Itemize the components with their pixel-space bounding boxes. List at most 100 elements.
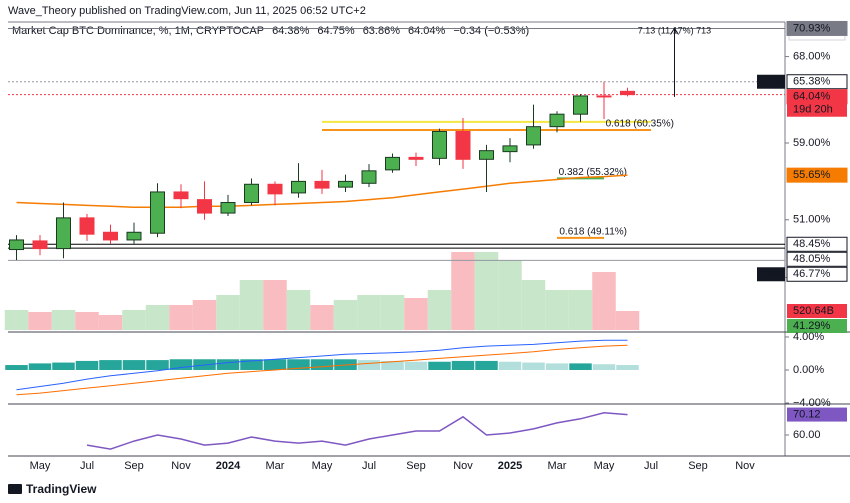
candle-body [103, 231, 118, 241]
x-tick-label: Mar [266, 460, 285, 472]
price-marker [786, 236, 848, 252]
volume-extra-label: 41.29% [793, 320, 831, 332]
volume-area [474, 252, 499, 330]
rsi-tick-label: 60.00 [793, 429, 821, 441]
x-tick-label: Nov [453, 460, 473, 472]
macd-histogram [146, 360, 169, 370]
candle-body [455, 130, 471, 160]
price-marker-label: 48.05% [793, 253, 831, 265]
volume-area [145, 305, 170, 330]
measure-label: 7.13 (11.17%) 713 [638, 25, 711, 35]
y-tick-label: 68.00% [793, 50, 831, 62]
volume-area [169, 305, 193, 330]
candle-body [549, 113, 565, 128]
candle-body [9, 239, 24, 251]
macd-histogram [263, 359, 287, 370]
rsi-last-label: 70.12 [793, 408, 821, 420]
candle-body [314, 180, 330, 189]
volume-area [380, 295, 405, 330]
volume-area [239, 280, 264, 330]
x-tick-label: Nov [735, 460, 755, 472]
x-tick-label: Nov [171, 460, 191, 472]
marker-tag-bg [757, 267, 785, 282]
macd-histogram [287, 359, 310, 370]
macd-histogram [240, 359, 263, 370]
volume-area [521, 280, 546, 330]
fib-label: 0.618 (60.35%) [606, 119, 674, 130]
price-marker-label: 70.93% [793, 22, 831, 34]
volume-last-label: 520.64B [793, 305, 834, 317]
candle-body [432, 130, 447, 159]
candle-body [32, 240, 48, 250]
macd-line [16, 339, 628, 391]
moving-average [16, 174, 628, 209]
legend-close: 64.04% [408, 25, 446, 37]
price-marker-label: 48.45% [793, 238, 831, 250]
macd-histogram [592, 364, 616, 370]
x-tick-label: May [30, 460, 51, 472]
countdown-bg [787, 102, 847, 117]
marker-tag: Low [762, 268, 782, 280]
candle-body [79, 217, 95, 235]
macd-histogram [99, 360, 122, 370]
volume-area [545, 290, 569, 330]
macd-histogram [498, 361, 522, 370]
macd-histogram [545, 363, 569, 370]
volume-area [263, 280, 287, 330]
price-marker-label: 64.04% [793, 91, 831, 103]
candle-body [267, 183, 283, 195]
price-marker-label: 46.77% [793, 268, 831, 280]
candle-body [385, 156, 400, 171]
candle-body [479, 150, 494, 160]
legend-high: 64.75% [317, 25, 355, 37]
price-marker [786, 20, 848, 36]
marker-tag: High [762, 76, 785, 88]
rsi-line [86, 412, 628, 450]
volume-area [28, 312, 52, 330]
x-tick-label: May [312, 460, 333, 472]
macd-histogram [216, 359, 240, 370]
volume-last-bg [787, 303, 847, 318]
volume-area [98, 315, 123, 330]
price-marker-label: 65.38% [793, 76, 831, 88]
macd-histogram [428, 361, 451, 370]
price-marker [786, 74, 848, 90]
candle-body [408, 156, 424, 160]
macd-histogram [475, 360, 498, 370]
macd-histogram [75, 360, 99, 370]
volume-area [192, 300, 217, 330]
candle-body [596, 95, 612, 98]
x-tick-label: Sep [124, 460, 144, 472]
legend-low: 63.86% [363, 25, 401, 37]
x-tick-label: Jul [644, 460, 658, 472]
macd-histogram [451, 360, 475, 370]
marker-tag-bg [757, 74, 785, 89]
x-tick-label: Sep [406, 460, 426, 472]
macd-histogram [522, 362, 545, 370]
brand: TradingView [26, 482, 97, 496]
macd-histogram [5, 365, 28, 370]
volume-area [427, 290, 452, 330]
volume-area [498, 260, 522, 330]
volume-area [592, 272, 616, 330]
brand-icon [8, 484, 22, 494]
macd-tick-label: −4.00% [793, 397, 831, 409]
volume-area [122, 310, 146, 330]
macd-histogram [357, 360, 381, 370]
candle-body [220, 202, 236, 214]
x-tick-label: 2024 [216, 460, 241, 472]
volume-area [333, 300, 358, 330]
volume-area [286, 290, 311, 330]
macd-signal-line [16, 344, 628, 396]
macd-histogram [404, 361, 428, 370]
candle-body [338, 180, 353, 188]
price-marker [786, 266, 848, 282]
publisher-line: Wave_Theory published on TradingView.com… [8, 5, 366, 17]
volume-extra-bg [787, 318, 847, 333]
volume-area [75, 312, 99, 330]
macd-histogram [569, 363, 592, 370]
macd-histogram [381, 360, 404, 370]
candle-body [126, 231, 142, 241]
